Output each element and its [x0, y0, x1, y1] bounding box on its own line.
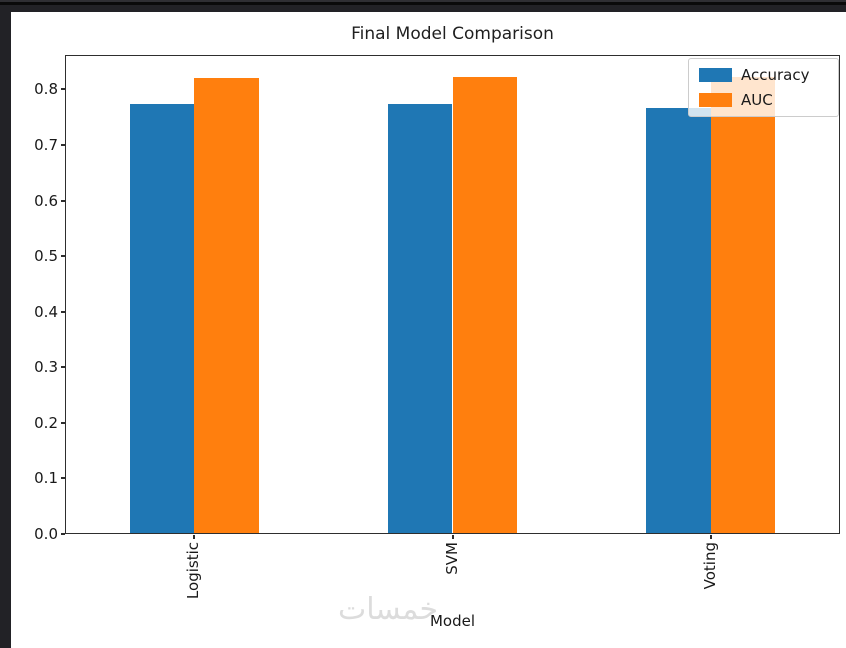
x-axis-label: Model	[429, 612, 476, 630]
watermark-text: خمسات	[338, 592, 439, 627]
ytick-label-0.5: 0.5	[34, 247, 58, 266]
ytick-mark	[61, 421, 65, 424]
ytick-mark	[61, 477, 65, 480]
ytick-label-0.0: 0.0	[34, 525, 58, 543]
bar-svm-auc	[452, 76, 518, 534]
legend-label-auc: AUC	[741, 91, 773, 109]
ytick-mark	[61, 533, 65, 535]
bar-svm-accuracy	[387, 104, 453, 534]
ytick-label-0.4: 0.4	[34, 302, 58, 321]
ytick-label-0.7: 0.7	[34, 136, 58, 155]
xtick-mark	[709, 535, 712, 539]
xtick-label-voting: Voting	[700, 542, 719, 590]
legend-swatch-accuracy	[699, 68, 732, 82]
xtick-label-svm: SVM	[442, 542, 461, 575]
xtick-label-logistic: Logistic	[184, 542, 203, 600]
xtick-mark	[451, 535, 454, 539]
ytick-mark	[61, 144, 65, 147]
legend-label-accuracy: Accuracy	[741, 66, 810, 84]
bar-logistic-accuracy	[129, 104, 195, 534]
legend-entry-auc: AUC	[699, 91, 828, 109]
ytick-mark	[61, 199, 65, 202]
plot-area	[65, 55, 840, 534]
ytick-label-0.2: 0.2	[34, 413, 58, 432]
chart-title: Final Model Comparison	[351, 24, 554, 44]
ytick-mark	[61, 310, 65, 313]
app-background-left	[0, 12, 11, 648]
bar-voting-auc	[710, 77, 776, 534]
bar-voting-accuracy	[646, 107, 711, 534]
app-background-top	[0, 0, 846, 12]
ytick-mark	[61, 88, 65, 91]
ytick-mark	[61, 255, 65, 258]
legend-swatch-auc	[699, 93, 732, 107]
ytick-label-0.1: 0.1	[34, 469, 58, 488]
xtick-mark	[193, 535, 196, 539]
ytick-mark	[61, 366, 65, 369]
bar-logistic-auc	[194, 78, 259, 534]
ytick-label-0.6: 0.6	[34, 191, 58, 210]
legend-entry-accuracy: Accuracy	[699, 66, 828, 84]
ytick-label-0.3: 0.3	[34, 358, 58, 377]
ytick-label-0.8: 0.8	[34, 80, 58, 99]
legend: Accuracy AUC	[688, 58, 839, 117]
